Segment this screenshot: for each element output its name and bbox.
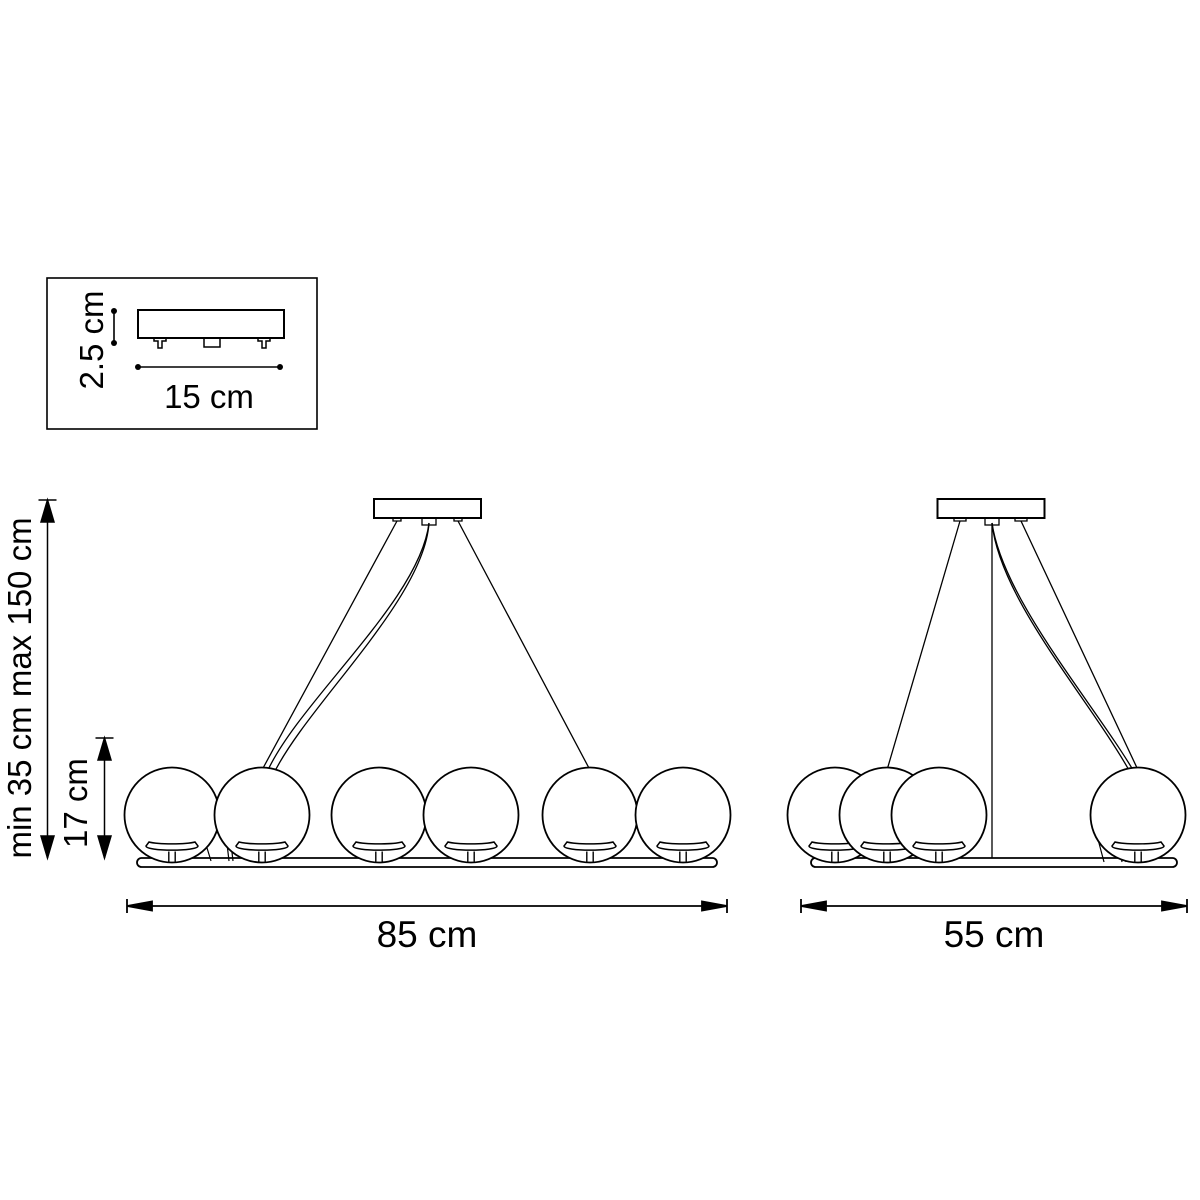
svg-text:15 cm: 15 cm (164, 378, 254, 415)
svg-text:2.5 cm: 2.5 cm (73, 290, 110, 389)
svg-text:min 35 cm max 150 cm: min 35 cm max 150 cm (1, 517, 38, 858)
svg-text:85 cm: 85 cm (377, 914, 478, 955)
svg-text:17 cm: 17 cm (57, 758, 94, 848)
svg-text:55 cm: 55 cm (944, 914, 1045, 955)
